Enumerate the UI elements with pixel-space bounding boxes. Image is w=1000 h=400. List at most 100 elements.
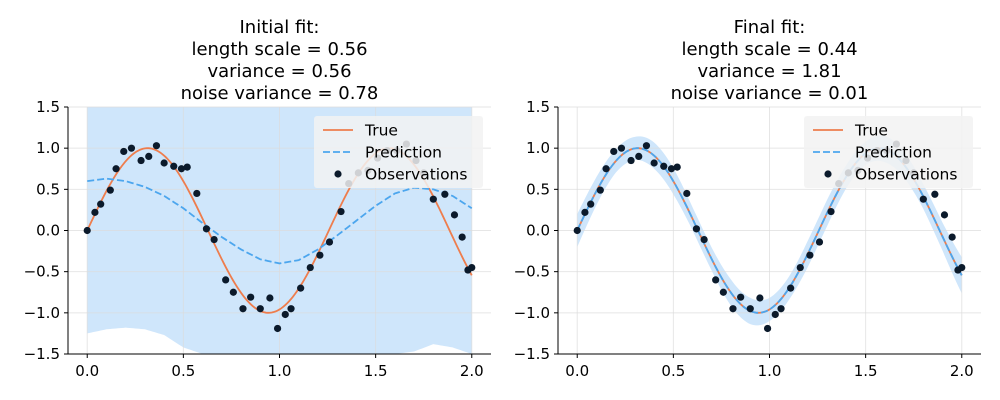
observation-point xyxy=(771,310,779,319)
chart-title-line: length scale = 0.44 xyxy=(681,39,857,60)
x-tick-label: 1.0 xyxy=(268,362,292,380)
legend-observations-swatch xyxy=(334,170,342,178)
observation-point xyxy=(940,211,949,219)
chart-title-line: variance = 1.81 xyxy=(697,61,841,82)
observation-point xyxy=(266,294,274,302)
x-tick-label: 0.5 xyxy=(171,362,195,380)
observation-point xyxy=(229,288,237,296)
observation-point xyxy=(127,144,136,152)
observation-point xyxy=(177,165,186,173)
observation-point xyxy=(273,324,282,333)
observation-point xyxy=(610,147,618,156)
y-tick-label: 0.0 xyxy=(36,222,60,240)
observation-point xyxy=(692,225,701,233)
observation-point xyxy=(587,200,595,208)
observation-point xyxy=(931,190,939,198)
observation-point xyxy=(573,226,581,235)
observation-point xyxy=(210,235,218,244)
chart-title-line: Initial fit: xyxy=(240,17,320,38)
observation-point xyxy=(787,284,795,292)
observation-point xyxy=(83,226,91,235)
y-tick-label: −1.0 xyxy=(24,304,60,322)
observation-point xyxy=(617,144,626,152)
observation-point xyxy=(712,276,720,284)
observation-point xyxy=(729,305,737,313)
observation-point xyxy=(746,305,754,313)
y-tick-label: 1.0 xyxy=(526,139,550,157)
observation-point xyxy=(120,147,128,156)
legend-label: True xyxy=(854,122,888,140)
legend-label: Observations xyxy=(365,166,467,184)
x-tick-label: 1.5 xyxy=(364,362,388,380)
x-tick-label: 2.0 xyxy=(950,362,974,380)
observation-point xyxy=(429,195,437,203)
observation-point xyxy=(635,152,643,160)
observation-point xyxy=(667,165,676,173)
observation-point xyxy=(827,207,835,216)
observation-point xyxy=(441,190,449,198)
chart-title-line: length scale = 0.56 xyxy=(191,39,367,60)
y-tick-label: 1.0 xyxy=(36,139,60,157)
observation-point xyxy=(660,162,668,170)
observation-point xyxy=(719,288,727,296)
observation-point xyxy=(160,159,168,167)
initial-fit-panel: −1.5 −1.0 −0.5 0.0 0.5 1.0 1.5 0.0 0.5 1.0 1.5 2.0 I… xyxy=(24,17,491,380)
legend-label: Prediction xyxy=(855,144,932,162)
observation-point xyxy=(581,208,589,216)
observation-point xyxy=(958,263,966,272)
observation-point xyxy=(777,305,785,313)
observation-point xyxy=(815,238,824,246)
legend-label: True xyxy=(364,122,398,140)
observation-point xyxy=(183,163,191,171)
y-tick-label: 0.0 xyxy=(526,222,550,240)
y-tick-label: −0.5 xyxy=(24,263,60,281)
y-tick-label: 0.5 xyxy=(36,180,60,198)
observation-point xyxy=(306,263,314,272)
observation-point xyxy=(602,165,610,173)
observation-point xyxy=(948,233,956,241)
observation-point xyxy=(919,195,927,203)
observation-point xyxy=(796,263,804,272)
y-tick-label: 1.5 xyxy=(526,98,550,116)
observation-point xyxy=(193,189,201,198)
chart-title-line: Final fit: xyxy=(734,17,806,38)
observation-point xyxy=(650,159,658,167)
x-tick-label: 2.0 xyxy=(460,362,484,380)
observation-point xyxy=(700,235,708,244)
observation-point xyxy=(458,233,466,241)
observation-point xyxy=(112,165,120,173)
observation-point xyxy=(642,142,651,150)
observation-point xyxy=(316,251,324,259)
x-tick-label: 1.5 xyxy=(854,362,878,380)
observation-point xyxy=(170,162,178,170)
observation-point xyxy=(222,276,230,284)
y-tick-label: −0.5 xyxy=(514,263,550,281)
observation-point xyxy=(137,156,145,165)
legend-box xyxy=(314,116,483,188)
observation-point xyxy=(337,207,345,216)
observation-point xyxy=(152,142,161,150)
y-tick-label: 0.5 xyxy=(526,180,550,198)
legend-label: Observations xyxy=(855,166,957,184)
observation-point xyxy=(806,251,814,259)
observation-point xyxy=(683,189,691,198)
y-tick-label: 1.5 xyxy=(36,98,60,116)
observation-point xyxy=(202,225,211,233)
legend-label: Prediction xyxy=(365,144,442,162)
observation-point xyxy=(281,310,289,319)
observation-point xyxy=(737,293,745,301)
y-tick-label: −1.5 xyxy=(24,345,60,363)
observation-point xyxy=(596,186,604,194)
x-tick-label: 1.0 xyxy=(758,362,782,380)
observation-point xyxy=(450,211,459,219)
observation-point xyxy=(247,293,255,301)
final-fit-panel: −1.5 −1.0 −0.5 0.0 0.5 1.0 1.5 0.0 0.5 1.0 1.5 2.0 F… xyxy=(514,17,981,380)
observation-point xyxy=(91,208,99,216)
observation-point xyxy=(627,156,635,165)
x-tick-label: 0.0 xyxy=(75,362,99,380)
observation-point xyxy=(325,238,334,246)
y-tick-label: −1.5 xyxy=(514,345,550,363)
observation-point xyxy=(287,305,295,313)
chart-title-line: variance = 0.56 xyxy=(207,61,351,82)
observation-point xyxy=(145,152,153,160)
